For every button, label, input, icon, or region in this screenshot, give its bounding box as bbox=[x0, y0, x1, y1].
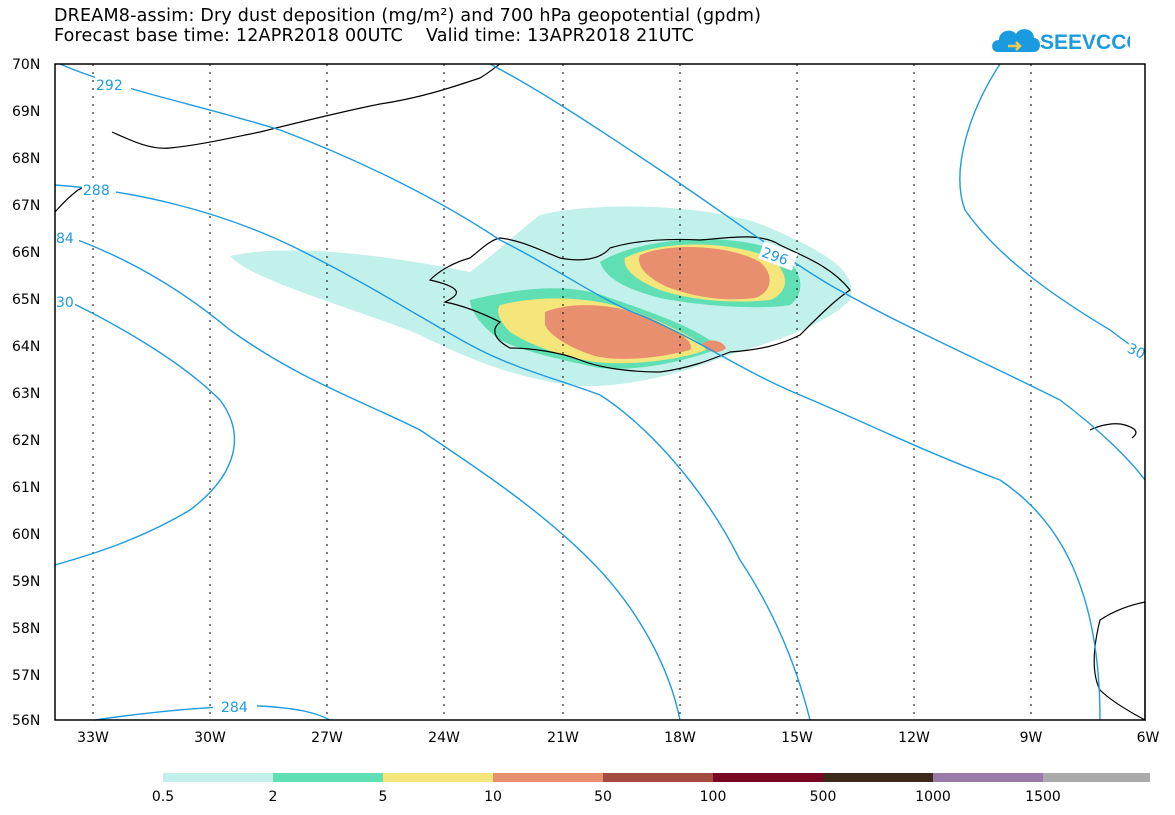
legend-label: 500 bbox=[810, 789, 837, 805]
lat-label: 68N bbox=[12, 151, 40, 167]
contour-296 bbox=[489, 63, 1146, 481]
contour-300 bbox=[959, 63, 1146, 357]
lon-label: 27W bbox=[311, 730, 343, 746]
contour-280 bbox=[54, 294, 236, 566]
legend-label: 2 bbox=[269, 789, 278, 805]
lat-label: 62N bbox=[12, 433, 40, 449]
lon-label: 12W bbox=[898, 730, 930, 746]
lat-label: 70N bbox=[12, 57, 40, 73]
legend-label: 50 bbox=[594, 789, 612, 805]
lat-label: 69N bbox=[12, 104, 40, 120]
lon-label: 9W bbox=[1020, 730, 1043, 746]
legend-swatch bbox=[823, 773, 933, 782]
lon-label: 33W bbox=[77, 730, 109, 746]
seevccc-logo: SEEVCCC bbox=[992, 29, 1130, 54]
legend-swatch bbox=[933, 773, 1043, 782]
faroe-coast bbox=[1089, 423, 1137, 439]
contour-labels: 292 288 284 84 30 296 30 bbox=[55, 75, 1150, 716]
lat-label: 57N bbox=[12, 668, 40, 684]
legend-swatch bbox=[713, 773, 823, 782]
logo-text: SEEVCCC bbox=[1040, 31, 1130, 54]
lon-label: 30W bbox=[194, 730, 226, 746]
longitude-axis: 33W 30W 27W 24W 21W 18W 15W 12W 9W 6W bbox=[77, 730, 1159, 746]
lon-label: 24W bbox=[428, 730, 460, 746]
legend-label: 1500 bbox=[1025, 789, 1061, 805]
map-frame bbox=[54, 63, 1146, 721]
color-legend: 0.5 2 5 10 50 100 500 1000 1500 bbox=[152, 773, 1150, 805]
lat-label: 64N bbox=[12, 339, 40, 355]
contour-label: 284 bbox=[221, 700, 248, 716]
geopotential-contours bbox=[54, 63, 1146, 721]
lon-label: 18W bbox=[664, 730, 696, 746]
contour-284-south bbox=[94, 705, 331, 721]
lon-label: 15W bbox=[781, 730, 813, 746]
cloud-icon bbox=[992, 29, 1040, 52]
lon-label: 6W bbox=[1137, 730, 1160, 746]
legend-label: 10 bbox=[484, 789, 502, 805]
contour-288 bbox=[54, 184, 811, 721]
iceland-coast bbox=[428, 236, 851, 373]
legend-label: 5 bbox=[379, 789, 388, 805]
lat-label: 61N bbox=[12, 480, 40, 496]
legend-swatch bbox=[383, 773, 493, 782]
legend-label: 100 bbox=[700, 789, 727, 805]
lat-label: 58N bbox=[12, 621, 40, 637]
contour-label: 288 bbox=[83, 183, 110, 199]
lat-label: 56N bbox=[12, 713, 40, 729]
lat-label: 67N bbox=[12, 198, 40, 214]
lat-label: 66N bbox=[12, 245, 40, 261]
dust-deposition-shading bbox=[230, 206, 852, 387]
legend-swatch bbox=[603, 773, 713, 782]
legend-swatch bbox=[273, 773, 383, 782]
legend-swatch bbox=[163, 773, 273, 782]
lat-label: 59N bbox=[12, 574, 40, 590]
legend-label: 0.5 bbox=[152, 789, 174, 805]
map-title-line2: Forecast base time: 12APR2018 00UTC Vali… bbox=[54, 26, 695, 46]
contour-284 bbox=[54, 231, 681, 721]
legend-swatch bbox=[1043, 773, 1150, 782]
contour-292 bbox=[59, 63, 1101, 721]
greenland-coast bbox=[111, 63, 501, 149]
dust-area-orange-east bbox=[639, 246, 770, 300]
contour-label: 30 bbox=[1125, 341, 1148, 363]
lat-label: 65N bbox=[12, 292, 40, 308]
scotland-coast bbox=[1093, 601, 1146, 722]
lat-label: 63N bbox=[12, 386, 40, 402]
map-title-line1: DREAM8-assim: Dry dust deposition (mg/m²… bbox=[54, 6, 762, 26]
latitude-axis: 70N 69N 68N 67N 66N 65N 64N 63N 62N 61N … bbox=[12, 57, 40, 729]
legend-label: 1000 bbox=[915, 789, 951, 805]
graticule bbox=[92, 64, 1032, 720]
contour-label: 84 bbox=[56, 231, 74, 247]
dust-area-orange-west bbox=[545, 305, 691, 359]
legend-swatch bbox=[493, 773, 603, 782]
contour-label: 292 bbox=[96, 78, 123, 94]
lat-label: 60N bbox=[12, 527, 40, 543]
coastlines bbox=[54, 63, 1146, 722]
contour-label: 30 bbox=[56, 295, 74, 311]
lon-label: 21W bbox=[547, 730, 579, 746]
